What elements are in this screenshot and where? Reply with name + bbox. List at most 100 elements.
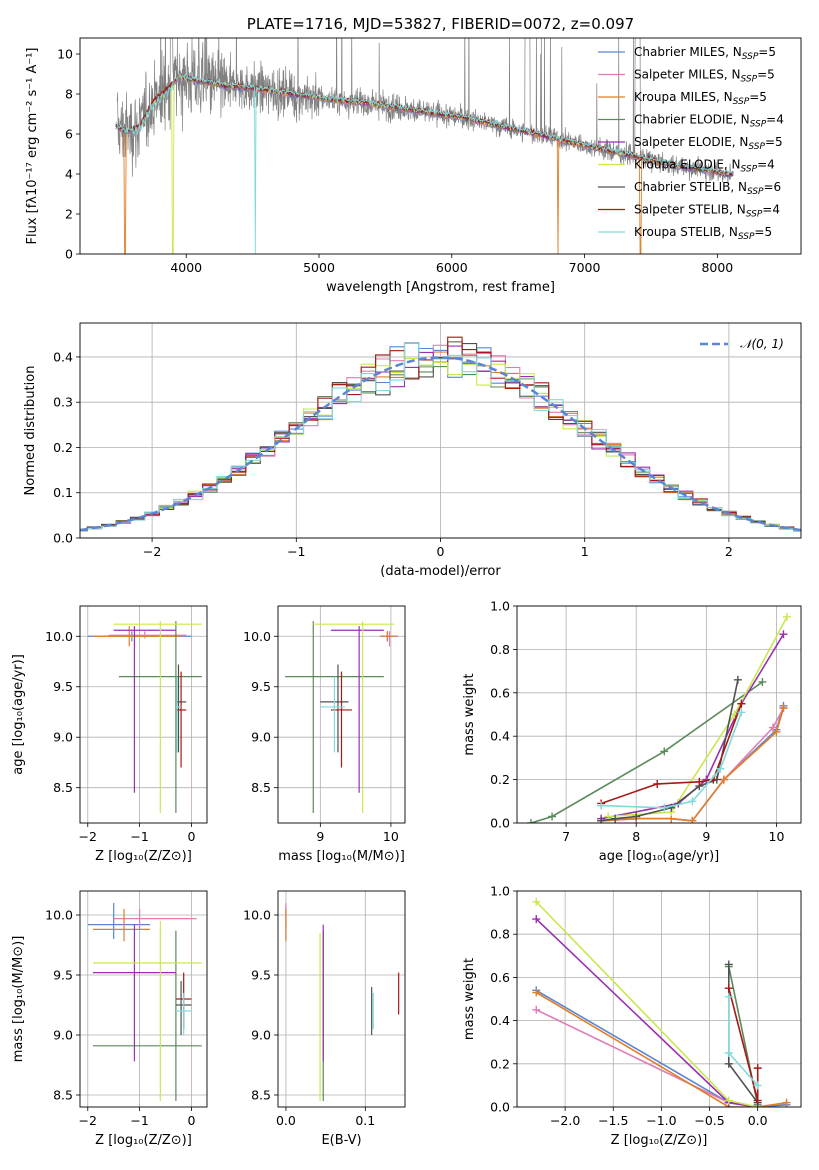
data-point [667, 803, 676, 812]
errorbar-salpeter-miles [108, 631, 187, 639]
legend-label: Kroupa MILES, NSSP=5 [634, 90, 767, 107]
x-tick-label: −1 [287, 544, 305, 559]
panel-age_vs_mass: 9 10 8.5 9.0 9.5 10.0 mass [log₁₀(M/M⊙)] [243, 605, 406, 864]
series-line [530, 681, 763, 823]
legend-label: 𝒩(0, 1) [740, 337, 784, 351]
data-point [737, 708, 746, 717]
data-point [753, 1081, 762, 1090]
axes-frame [516, 890, 802, 1108]
legend-text: Kroupa ELODIE, N [634, 158, 741, 172]
data-point [660, 747, 669, 756]
plot-area [87, 621, 202, 813]
legend-label: Chabrier MILES, NSSP=5 [634, 45, 776, 62]
series-chabrier-elodie [527, 677, 767, 823]
data-point [597, 801, 606, 810]
legend-tail: =4 [766, 113, 784, 127]
y-tick-label: 9.0 [251, 730, 271, 745]
series-kroupa-elodie [604, 612, 791, 821]
y-tick-label: 9.5 [53, 968, 73, 983]
errorbar-salpeter-elodie [330, 626, 384, 793]
data-point [724, 992, 733, 1001]
x-tick-label: 0.1 [355, 1113, 375, 1128]
legend-label: Salpeter MILES, NSSP=5 [634, 68, 775, 85]
legend-text: Chabrier ELODIE, N [634, 113, 750, 127]
data-point [716, 764, 725, 773]
x-tick-label: 8 [632, 829, 640, 844]
x-tick-label: −2 [79, 1113, 97, 1128]
data-point [611, 814, 620, 823]
y-tick-label: 0.2 [490, 772, 510, 787]
legend-tail: =5 [757, 68, 775, 82]
axes-frame [516, 605, 802, 824]
legend-tail: =5 [765, 135, 783, 149]
x-tick-label: 0.0 [748, 1113, 768, 1128]
errorbar-salpeter-elodie [113, 626, 176, 793]
x-tick-label: −2 [79, 829, 97, 844]
x-tick-label: −2.0 [550, 1113, 580, 1128]
data-point [724, 1096, 733, 1105]
legend-sub: SSP [746, 210, 763, 220]
plot-area [285, 903, 400, 1101]
x-tick-label: 0 [187, 1113, 195, 1128]
panel-age_vs_Z: −2 −1 0 8.5 9.0 9.5 10.0 Z [log₁₀(Z/Z⊙)] age [lo… [11, 605, 208, 864]
errorbar-chabrier-elodie [92, 930, 202, 1101]
series-line [535, 991, 787, 1107]
errorbar-kroupa-elodie [92, 921, 202, 1101]
legend-tail: =4 [762, 203, 780, 217]
y-tick-label: 0.3 [53, 395, 73, 410]
plot-area [527, 612, 791, 823]
data-point [724, 984, 733, 993]
y-tick-label: 9.5 [251, 968, 271, 983]
y-axis-label: mass [log₁₀(M/M⊙)] [11, 936, 26, 1063]
data-point [597, 816, 606, 823]
data-point [768, 723, 777, 732]
data-point [733, 675, 742, 684]
series-salpeter-stelib [724, 984, 762, 1105]
x-tick-label: 6000 [436, 260, 468, 275]
data-point [532, 897, 541, 906]
x-axis-label: E(B-V) [321, 1133, 361, 1148]
legend-label: Chabrier STELIB, NSSP=6 [634, 180, 781, 197]
axes-frame [79, 605, 208, 824]
y-tick-label: 0.2 [490, 1056, 510, 1071]
y-tick-label: 10.0 [243, 629, 271, 644]
errorbar-kroupa-stelib [320, 676, 346, 753]
x-tick-label: 5000 [303, 260, 335, 275]
data-point [532, 1005, 541, 1014]
data-point [653, 779, 662, 788]
y-axis-label: Flux [fλ10⁻¹⁷ erg cm⁻² s⁻¹ A⁻¹] [25, 48, 40, 245]
plot-area [532, 897, 791, 1107]
panel-spectrum: 4000 5000 6000 7000 8000 0 2 4 6 8 10 wavelength [A… [25, 15, 802, 295]
panel-mass_weight_vs_age: 7 8 9 10 0.0 0.2 0.4 0.6 0.8 1.0 age [log₁₀(age/yr… [462, 599, 802, 864]
y-tick-label: 0.4 [53, 349, 73, 364]
axes-frame [277, 605, 406, 824]
data-point [737, 699, 746, 708]
legend-text: Kroupa STELIB, N [634, 225, 738, 239]
legend-sub: SSP [741, 75, 758, 85]
x-tick-label: 10 [769, 829, 785, 844]
data-point [724, 1049, 733, 1057]
legend-label: Kroupa STELIB, NSSP=5 [634, 225, 772, 242]
errorbar-kroupa-miles [92, 909, 150, 942]
y-tick-label: 0.8 [490, 927, 510, 942]
x-tick-label: 0 [437, 544, 445, 559]
y-tick-label: 0.2 [53, 440, 73, 455]
y-axis-label: age [log₁₀(age/yr)] [11, 654, 26, 775]
legend-tail: =5 [749, 90, 767, 104]
x-tick-label: 9 [316, 829, 324, 844]
data-point [779, 630, 788, 639]
errorbar-kroupa-miles [92, 626, 182, 647]
y-tick-label: 1.0 [490, 884, 510, 899]
legend-text: Chabrier MILES, N [634, 45, 742, 59]
y-tick-label: 8.5 [53, 780, 73, 795]
plot-area [80, 336, 801, 532]
y-axis-label: Normed distribution [23, 366, 38, 496]
y-tick-label: 0.6 [490, 970, 510, 985]
panel-mass_weight_vs_Z: −2.0 −1.5 −1.0 −0.5 0.0 0.0 0.2 0.4 0.6 0.8 1.0 Z [… [462, 884, 802, 1148]
x-axis-label: Z [log₁₀(Z/Z⊙)] [95, 849, 192, 864]
axes-frame [79, 890, 208, 1108]
data-point [779, 703, 788, 712]
x-tick-label: 8000 [701, 260, 733, 275]
x-tick-label: 4000 [170, 260, 202, 275]
